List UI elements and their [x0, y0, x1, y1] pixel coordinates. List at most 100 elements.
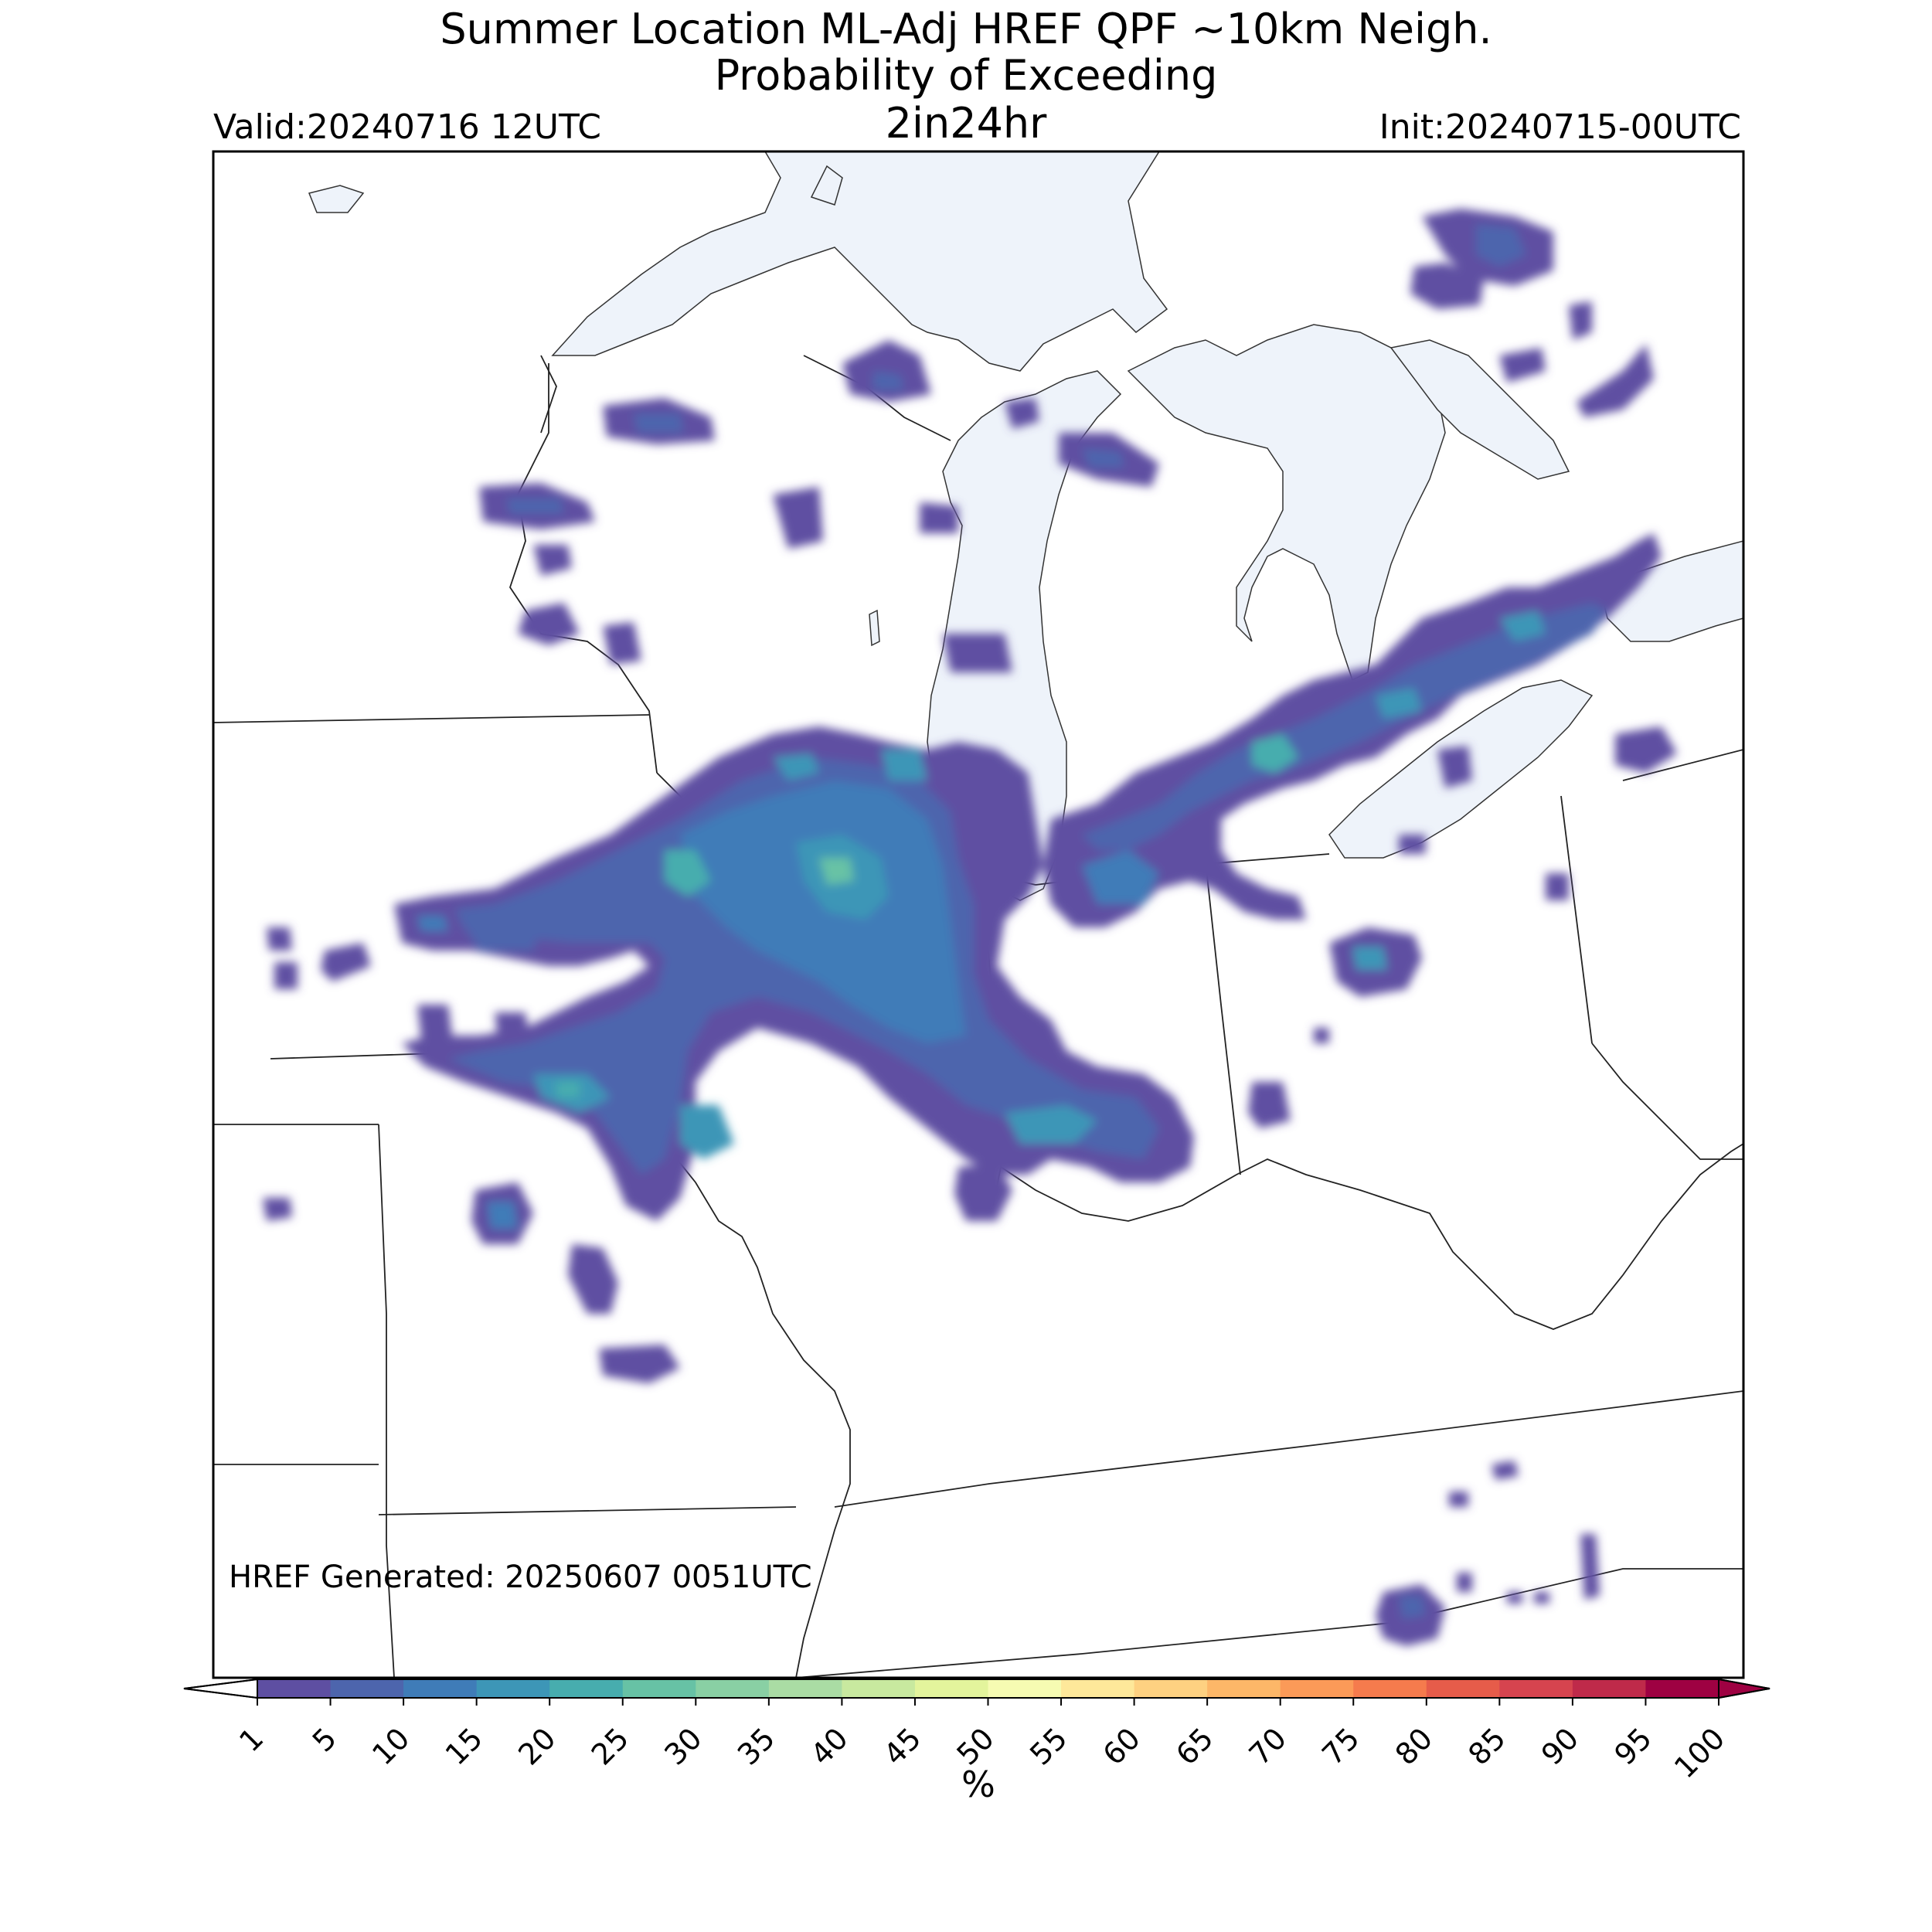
probability-region	[1399, 835, 1426, 854]
probability-region	[1252, 734, 1298, 773]
border-wisconsin-michigan	[803, 355, 951, 441]
probability-region	[943, 634, 1012, 672]
border-kentucky-tennessee	[834, 1390, 1743, 1508]
colorbar-cell	[768, 1679, 842, 1698]
probability-region	[1615, 726, 1677, 773]
probability-region	[456, 912, 541, 951]
probability-fill	[263, 209, 1677, 1646]
border-minnesota-iowa	[213, 714, 650, 723]
probability-region	[1457, 1573, 1472, 1592]
colorbar-tick-label: 55	[1023, 1721, 1073, 1771]
generated-time: HREF Generated: 20250607 0051UTC	[229, 1560, 812, 1595]
border-indiana-ohio	[1205, 861, 1241, 1175]
probability-region	[495, 1012, 529, 1043]
probability-region	[1499, 348, 1546, 383]
probability-region	[1082, 850, 1159, 904]
probability-region	[1376, 688, 1422, 719]
colorbar-tick-label: 80	[1389, 1721, 1439, 1771]
border-wisconsin-river	[509, 363, 658, 774]
probability-region	[599, 1345, 680, 1383]
probability-region	[1476, 224, 1526, 267]
lake-ontario	[1599, 540, 1743, 642]
colorbar-tick-label: 40	[804, 1721, 854, 1771]
probability-region	[1248, 1082, 1291, 1128]
colorbar-tick-label: 75	[1315, 1721, 1366, 1771]
probability-region	[634, 413, 684, 433]
colorbar-tick-label: 85	[1461, 1721, 1512, 1771]
colorbar-cell	[1061, 1679, 1135, 1698]
colorbar-cell	[476, 1679, 550, 1698]
colorbar-tick-label: 15	[439, 1721, 489, 1771]
colorbar-under-arrow	[183, 1678, 258, 1699]
probability-region	[267, 927, 292, 951]
colorbar-tick-label: 20	[512, 1721, 562, 1771]
probability-region	[1314, 1028, 1329, 1043]
colorbar-cell	[1207, 1679, 1281, 1698]
border-minnesota-ontario	[540, 355, 557, 434]
colorbar-cell	[1426, 1679, 1500, 1698]
probability-region	[274, 962, 298, 989]
valid-time: Valid:20240716 12UTC	[213, 107, 602, 147]
lake-winnebago	[869, 609, 880, 647]
colorbar-cell	[914, 1679, 988, 1698]
colorbar-cell	[842, 1679, 916, 1698]
probability-region	[1449, 1492, 1468, 1507]
colorbar-tick-label: 70	[1243, 1721, 1293, 1771]
colorbar-tick-label: 5	[306, 1721, 343, 1758]
probability-region	[603, 622, 641, 665]
colorbar-tick-label: 45	[877, 1721, 927, 1771]
probability-region	[954, 1163, 1012, 1221]
probability-region	[920, 502, 958, 533]
colorbar-cell	[1645, 1679, 1719, 1698]
probability-region	[773, 753, 819, 781]
probability-region	[1499, 611, 1546, 641]
probability-region	[1005, 398, 1039, 429]
colorbar-cell	[622, 1679, 696, 1698]
probability-region	[263, 1198, 292, 1221]
border-ohio-pennsylvania	[1560, 795, 1593, 1044]
probability-region	[1437, 746, 1472, 788]
probability-region	[1534, 1592, 1549, 1604]
colorbar-cell	[257, 1679, 332, 1698]
colorbar-tick-label: 1	[233, 1721, 270, 1758]
title-line-1: Summer Location ML-Adj HREF QPF ~10km Ne…	[440, 5, 1492, 53]
colorbar-cell	[1572, 1679, 1646, 1698]
colorbar-cell	[988, 1679, 1062, 1698]
probability-region	[1492, 1461, 1519, 1480]
colorbar-tick-label: 100	[1668, 1721, 1731, 1784]
colorbar-tick-label: 95	[1608, 1721, 1658, 1771]
probability-region	[680, 781, 966, 1043]
probability-region	[487, 1202, 518, 1229]
probability-region	[1352, 947, 1387, 970]
probability-region	[1507, 1592, 1522, 1604]
colorbar-tick-label: 65	[1169, 1721, 1219, 1771]
border-pennsylvania-ny	[1622, 749, 1743, 781]
probability-region	[321, 943, 371, 981]
probability-region	[417, 916, 448, 931]
colorbar-cell	[403, 1679, 478, 1698]
probability-region	[506, 498, 564, 514]
probability-region	[1577, 344, 1654, 417]
colorbar-tick-label: 35	[731, 1721, 781, 1771]
probability-region	[1546, 873, 1569, 900]
probability-region	[556, 1082, 580, 1097]
probability-region	[842, 340, 931, 402]
colorbar-tick-label: 60	[1097, 1721, 1147, 1771]
lake-nipigon	[810, 165, 843, 206]
title-line-2: Probability of Exceeding	[714, 51, 1218, 100]
colorbar-cell	[1280, 1679, 1354, 1698]
probability-region	[881, 750, 927, 781]
colorbar-cell	[1499, 1679, 1573, 1698]
probability-region	[1005, 1105, 1097, 1144]
probability-region	[1082, 448, 1124, 468]
georgian-bay	[1389, 339, 1570, 480]
probability-region	[1399, 1596, 1426, 1619]
lake-of-the-woods	[308, 185, 365, 213]
init-time: Init:20240715-00UTC	[1379, 107, 1741, 147]
colorbar-unit: %	[961, 1764, 995, 1805]
colorbar-tick-label: 30	[658, 1721, 708, 1771]
probability-region	[819, 858, 854, 885]
colorbar-over-arrow	[1718, 1678, 1770, 1699]
